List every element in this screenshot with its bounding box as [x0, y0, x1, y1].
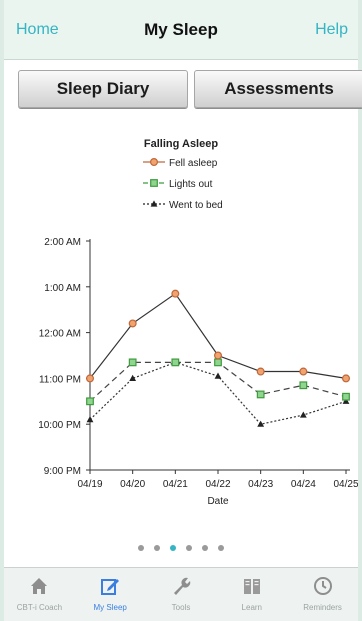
- edit-icon: [98, 574, 122, 598]
- y-tick-label: 9:00 PM: [44, 466, 81, 477]
- data-point: [256, 367, 265, 376]
- x-tick-label: 04/22: [205, 479, 230, 490]
- chart-title: Falling Asleep: [144, 138, 218, 150]
- data-point: [171, 358, 180, 367]
- data-point: [214, 351, 223, 360]
- clock-icon: [311, 574, 335, 598]
- data-point: [299, 367, 308, 376]
- data-point: [85, 374, 94, 383]
- help-button[interactable]: Help: [315, 21, 348, 38]
- page-dot[interactable]: [218, 545, 224, 551]
- data-point: [257, 420, 265, 427]
- chart-svg: Falling Asleep Fell asleep Lights out Went …: [38, 138, 359, 507]
- data-point: [129, 374, 137, 381]
- navigation-bar: Home My Sleep Help: [4, 0, 358, 60]
- data-point: [342, 374, 351, 383]
- tab-label: My Sleep: [93, 603, 127, 612]
- page-dot[interactable]: [154, 545, 160, 551]
- tab-label: CBT-i Coach: [16, 603, 63, 612]
- y-tick-label: 11:00 PM: [39, 374, 81, 385]
- y-tick-label: 10:00 PM: [38, 420, 81, 431]
- x-tick-label: 04/24: [291, 479, 316, 490]
- tab-cbt-i-coach[interactable]: CBT-i Coach: [4, 568, 75, 621]
- page-dot[interactable]: [186, 545, 192, 551]
- tab-tools[interactable]: Tools: [146, 568, 217, 621]
- sleep-diary-button[interactable]: Sleep Diary: [18, 70, 188, 108]
- page-dot[interactable]: [170, 545, 176, 551]
- falling-asleep-chart: Falling Asleep Fell asleep Lights out Went …: [4, 128, 359, 528]
- data-point: [299, 411, 307, 418]
- x-tick-label: 04/23: [248, 479, 273, 490]
- tab-bar: CBT-i Coach My Sleep Tools Learn Reminders: [4, 567, 358, 621]
- tab-label: Reminders: [303, 603, 342, 612]
- data-point: [214, 358, 222, 367]
- page-title: My Sleep: [144, 20, 218, 39]
- data-point: [342, 392, 350, 401]
- tab-reminders[interactable]: Reminders: [287, 568, 358, 621]
- x-axis-label: Date: [207, 496, 229, 507]
- data-point: [171, 289, 180, 298]
- tab-label: Learn: [241, 603, 263, 612]
- data-point: [86, 416, 94, 423]
- x-tick-label: 04/25: [333, 479, 358, 490]
- page-indicator[interactable]: [4, 545, 358, 551]
- x-tick-label: 04/20: [120, 479, 145, 490]
- book-icon: [240, 574, 264, 598]
- home-button[interactable]: Home: [16, 21, 59, 38]
- legend-marker: [150, 158, 159, 167]
- data-point: [86, 397, 94, 406]
- legend-label: Lights out: [169, 179, 213, 190]
- legend-label: Fell asleep: [169, 158, 218, 169]
- data-point: [128, 319, 137, 328]
- tab-label: Tools: [171, 603, 191, 612]
- y-tick-label: 1:00 AM: [44, 283, 81, 294]
- legend-marker: [150, 200, 158, 207]
- data-point: [214, 372, 222, 379]
- page-dot[interactable]: [138, 545, 144, 551]
- assessments-button[interactable]: Assessments: [194, 70, 362, 108]
- legend-label: Went to bed: [169, 200, 223, 211]
- data-point: [299, 381, 308, 390]
- y-tick-label: 2:00 AM: [44, 237, 81, 248]
- tab-my-sleep[interactable]: My Sleep: [75, 568, 146, 621]
- x-tick-label: 04/19: [77, 479, 102, 490]
- home-icon: [27, 574, 51, 598]
- data-point: [128, 358, 137, 367]
- data-point: [256, 390, 265, 399]
- page-dot[interactable]: [202, 545, 208, 551]
- data-point: [342, 397, 350, 404]
- wrench-icon: [169, 574, 193, 598]
- x-tick-label: 04/21: [163, 479, 188, 490]
- y-tick-label: 12:00 AM: [39, 329, 81, 340]
- tab-learn[interactable]: Learn: [216, 568, 287, 621]
- legend-marker: [150, 179, 158, 187]
